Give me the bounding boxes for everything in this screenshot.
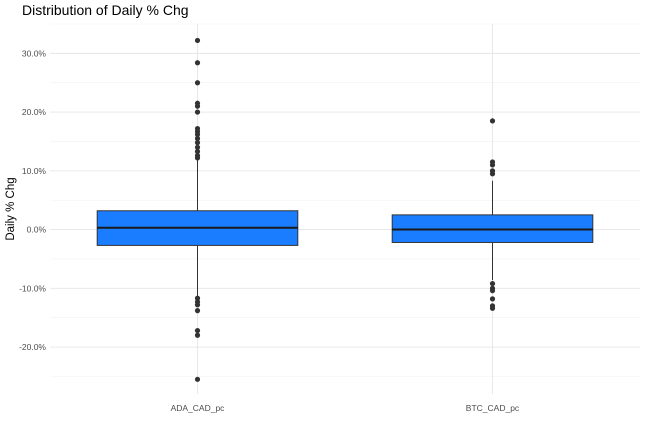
x-tick-label: ADA_CAD_pc [171,403,226,413]
y-tick-label: -20.0% [19,342,46,352]
outlier-point [194,37,201,44]
outlier-point [194,308,201,314]
outlier-point [194,109,201,115]
outlier-point [489,296,496,302]
outlier-point [489,305,496,311]
outlier-point [194,332,201,338]
outlier-point [194,135,201,142]
outlier-point [489,280,496,287]
outlier-point [194,155,201,161]
y-axis-label: Daily % Chg [5,177,17,240]
outlier-point [194,131,201,138]
chart-title: Distribution of Daily % Chg [22,2,189,18]
y-tick-label: 10.0% [22,166,47,176]
outlier-point [489,288,496,294]
x-tick-label: BTC_CAD_pc [466,403,520,413]
outlier-point [194,148,201,155]
outlier-point [194,302,201,308]
outlier-point [194,103,201,109]
outlier-point [194,327,201,334]
outlier-point [194,80,201,86]
outlier-point [194,376,201,382]
outlier-point [194,140,201,146]
y-tick-label: -10.0% [19,283,46,293]
outlier-point [489,162,496,168]
outlier-point [489,118,496,124]
y-tick-label: 0.0% [27,225,47,235]
outlier-point [194,144,201,150]
outlier-point [194,60,201,66]
outlier-point [489,171,496,177]
y-tick-label: 30.0% [22,48,47,58]
y-tick-label: 20.0% [22,107,47,117]
